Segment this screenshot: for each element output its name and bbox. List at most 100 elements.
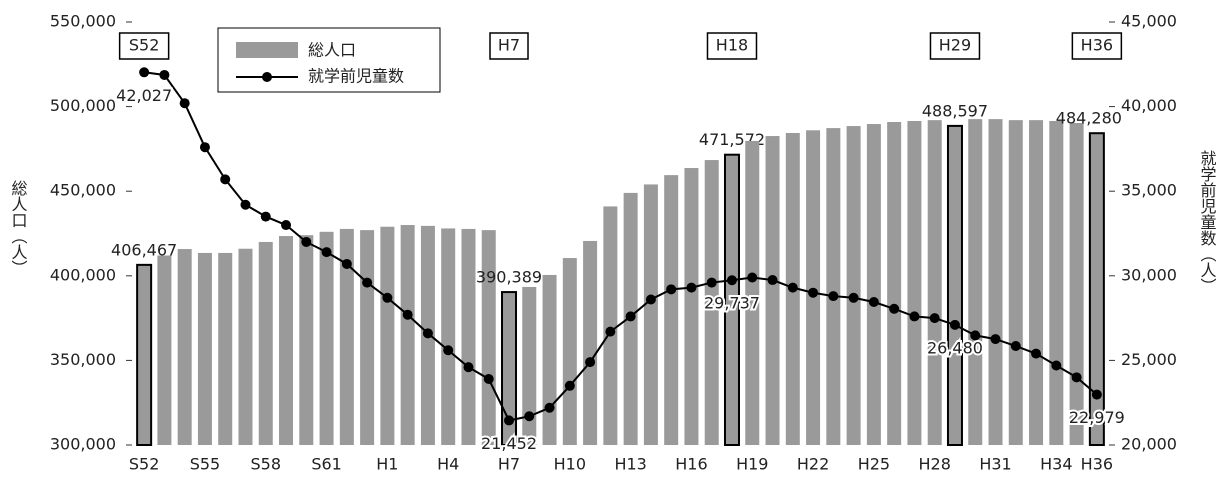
bar <box>218 252 233 445</box>
line-point <box>220 174 231 185</box>
line-point <box>828 291 839 302</box>
bar-value-label: 406,467 <box>111 240 177 259</box>
annotation-box <box>489 32 529 60</box>
bar <box>461 228 476 445</box>
bar <box>177 249 192 445</box>
line-point <box>544 402 555 413</box>
x-tick-label: H22 <box>797 455 829 474</box>
annotation-label: H29 <box>939 36 971 55</box>
line-point <box>281 220 292 231</box>
line-point <box>422 328 433 339</box>
line-point <box>747 272 758 283</box>
line-point <box>686 282 697 293</box>
line-point <box>625 311 636 322</box>
bar <box>279 236 294 445</box>
line-point <box>382 292 393 303</box>
legend-label: 総人口 <box>308 41 356 60</box>
y-tick-label: 300,000 <box>50 435 116 454</box>
x-tick-label: H19 <box>736 455 768 474</box>
legend-box <box>217 27 441 93</box>
bar <box>360 230 375 445</box>
line-point <box>929 313 940 324</box>
line-point <box>706 277 717 288</box>
x-tick-label: H7 <box>498 455 520 474</box>
line-point <box>909 311 920 322</box>
bar <box>988 119 1003 446</box>
y-tick-label: 350,000 <box>50 350 116 369</box>
bar <box>684 168 699 445</box>
annotation-box <box>706 32 758 60</box>
bar <box>299 235 314 445</box>
bar-value-label: 484,280 <box>1056 109 1122 128</box>
bar <box>1049 120 1064 446</box>
x-tick-label: S61 <box>311 455 342 474</box>
bar <box>319 231 334 445</box>
x-tick-label: H13 <box>614 455 646 474</box>
annotation-label: S52 <box>129 36 160 55</box>
line-point <box>666 284 677 295</box>
bar-value-label: 390,389 <box>476 268 542 287</box>
line-point <box>949 319 960 330</box>
line-point <box>139 67 150 78</box>
bar <box>1008 120 1023 446</box>
line-point <box>463 362 474 373</box>
bar <box>380 226 395 445</box>
line-point <box>970 330 981 341</box>
y-tick-label: 400,000 <box>50 265 116 284</box>
bar <box>258 241 273 445</box>
y2-tick-label: 40,000 <box>1121 96 1177 115</box>
y2-tick-label: 30,000 <box>1121 265 1177 284</box>
x-tick-label: H28 <box>919 455 951 474</box>
bar <box>846 126 861 446</box>
line-point <box>1091 389 1102 400</box>
line-point <box>443 345 454 356</box>
line-point <box>767 275 778 286</box>
line-point <box>564 380 575 391</box>
annotation-label: H7 <box>498 36 520 55</box>
line-point <box>362 277 373 288</box>
line-point <box>726 275 737 286</box>
bar <box>1029 120 1044 446</box>
line-point <box>1051 360 1062 371</box>
y2-tick-label: 35,000 <box>1121 181 1177 200</box>
line-point <box>889 303 900 314</box>
line-value-label: 29,737 <box>704 294 760 313</box>
x-tick-label: S58 <box>251 455 282 474</box>
x-tick-label: H25 <box>858 455 890 474</box>
x-tick-label: H36 <box>1081 455 1113 474</box>
line-point <box>1031 348 1042 359</box>
line-point <box>848 292 859 303</box>
x-tick-label: H16 <box>675 455 707 474</box>
y2-tick-label: 45,000 <box>1121 12 1177 31</box>
bar <box>238 248 253 445</box>
x-tick-label: S52 <box>129 455 160 474</box>
annotation-box <box>929 32 981 60</box>
legend-label: 就学前児童数 <box>308 67 404 86</box>
x-tick-label: H4 <box>437 455 459 474</box>
y-axis-label: 総人口（人） <box>9 180 28 276</box>
bar <box>481 230 496 445</box>
line-point <box>868 297 879 308</box>
legend-swatch-bar <box>236 42 298 58</box>
bar <box>704 160 719 445</box>
bar <box>745 140 760 445</box>
line-point <box>787 282 798 293</box>
line-value-label: 26,480 <box>927 338 983 357</box>
line-point <box>402 309 413 320</box>
annotation-box <box>1071 32 1123 60</box>
bar <box>1088 132 1105 446</box>
bar <box>927 120 942 446</box>
x-tick-label: S55 <box>190 455 221 474</box>
bar <box>907 120 922 446</box>
y-tick-label: 450,000 <box>50 181 116 200</box>
bar <box>603 206 618 445</box>
line-value-label: 21,452 <box>481 434 537 453</box>
line-point <box>240 199 251 210</box>
line-point <box>605 326 616 337</box>
line-point <box>199 142 210 153</box>
bar <box>826 128 841 446</box>
line-point <box>321 247 332 258</box>
bar <box>136 263 153 447</box>
line-point <box>1071 372 1082 383</box>
bar-value-label: 488,597 <box>922 101 988 120</box>
